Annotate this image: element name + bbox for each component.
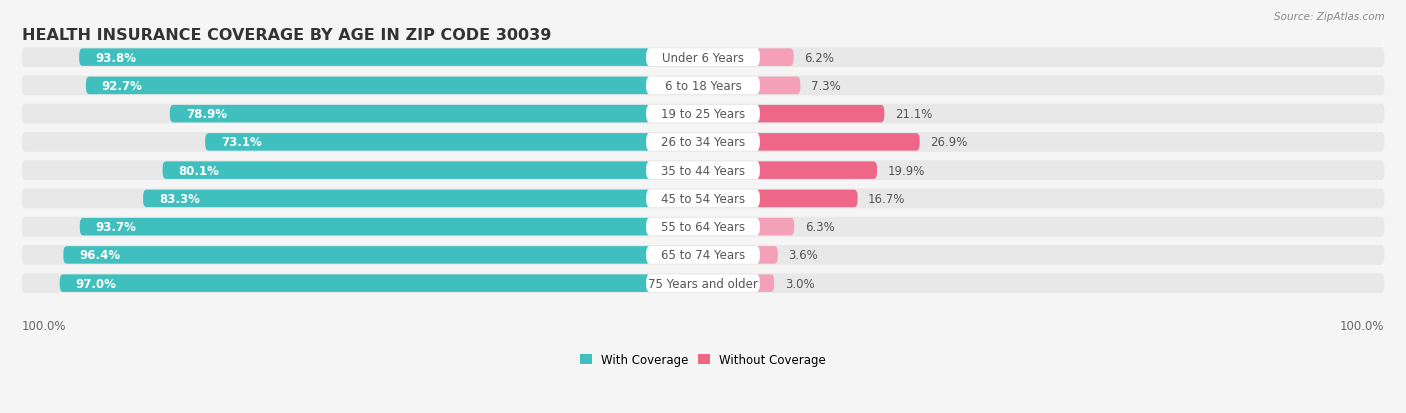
FancyBboxPatch shape [756, 247, 778, 264]
Text: 6.3%: 6.3% [804, 221, 835, 234]
FancyBboxPatch shape [21, 48, 1385, 68]
FancyBboxPatch shape [21, 273, 1385, 293]
FancyBboxPatch shape [756, 49, 793, 67]
FancyBboxPatch shape [647, 275, 759, 292]
FancyBboxPatch shape [647, 78, 759, 95]
FancyBboxPatch shape [756, 162, 877, 180]
FancyBboxPatch shape [21, 104, 1385, 124]
FancyBboxPatch shape [647, 49, 759, 67]
Text: HEALTH INSURANCE COVERAGE BY AGE IN ZIP CODE 30039: HEALTH INSURANCE COVERAGE BY AGE IN ZIP … [21, 28, 551, 43]
FancyBboxPatch shape [143, 190, 650, 208]
Text: 100.0%: 100.0% [1340, 319, 1385, 332]
FancyBboxPatch shape [647, 134, 759, 151]
Text: 73.1%: 73.1% [221, 136, 262, 149]
Text: 92.7%: 92.7% [101, 80, 142, 93]
Text: 93.8%: 93.8% [96, 52, 136, 64]
FancyBboxPatch shape [21, 76, 1385, 96]
Text: 6.2%: 6.2% [804, 52, 834, 64]
Text: 6 to 18 Years: 6 to 18 Years [665, 80, 741, 93]
FancyBboxPatch shape [79, 49, 650, 67]
Text: 55 to 64 Years: 55 to 64 Years [661, 221, 745, 234]
FancyBboxPatch shape [21, 217, 1385, 237]
Text: 45 to 54 Years: 45 to 54 Years [661, 192, 745, 205]
FancyBboxPatch shape [86, 78, 650, 95]
Text: 35 to 44 Years: 35 to 44 Years [661, 164, 745, 177]
Legend: With Coverage, Without Coverage: With Coverage, Without Coverage [575, 349, 831, 371]
Text: 93.7%: 93.7% [96, 221, 136, 234]
Text: 65 to 74 Years: 65 to 74 Years [661, 249, 745, 262]
Text: 80.1%: 80.1% [179, 164, 219, 177]
Text: 83.3%: 83.3% [159, 192, 200, 205]
Text: 26.9%: 26.9% [931, 136, 967, 149]
Text: 3.6%: 3.6% [789, 249, 818, 262]
Text: 7.3%: 7.3% [811, 80, 841, 93]
FancyBboxPatch shape [647, 218, 759, 236]
Text: Under 6 Years: Under 6 Years [662, 52, 744, 64]
Text: 75 Years and older: 75 Years and older [648, 277, 758, 290]
FancyBboxPatch shape [80, 218, 650, 236]
Text: 96.4%: 96.4% [79, 249, 121, 262]
Text: 97.0%: 97.0% [76, 277, 117, 290]
FancyBboxPatch shape [21, 133, 1385, 152]
Text: 19.9%: 19.9% [887, 164, 925, 177]
Text: 3.0%: 3.0% [785, 277, 814, 290]
FancyBboxPatch shape [59, 275, 650, 292]
Text: 26 to 34 Years: 26 to 34 Years [661, 136, 745, 149]
Text: 78.9%: 78.9% [186, 108, 226, 121]
FancyBboxPatch shape [647, 247, 759, 264]
FancyBboxPatch shape [21, 245, 1385, 265]
Text: 16.7%: 16.7% [868, 192, 905, 205]
Text: Source: ZipAtlas.com: Source: ZipAtlas.com [1274, 12, 1385, 22]
FancyBboxPatch shape [756, 134, 920, 151]
Text: 19 to 25 Years: 19 to 25 Years [661, 108, 745, 121]
FancyBboxPatch shape [647, 162, 759, 180]
FancyBboxPatch shape [170, 106, 650, 123]
FancyBboxPatch shape [205, 134, 650, 151]
FancyBboxPatch shape [647, 106, 759, 123]
FancyBboxPatch shape [756, 190, 858, 208]
FancyBboxPatch shape [756, 275, 775, 292]
FancyBboxPatch shape [756, 106, 884, 123]
FancyBboxPatch shape [647, 190, 759, 208]
FancyBboxPatch shape [756, 218, 794, 236]
FancyBboxPatch shape [63, 247, 650, 264]
Text: 100.0%: 100.0% [21, 319, 66, 332]
FancyBboxPatch shape [756, 78, 800, 95]
Text: 21.1%: 21.1% [896, 108, 932, 121]
FancyBboxPatch shape [21, 161, 1385, 180]
FancyBboxPatch shape [21, 189, 1385, 209]
FancyBboxPatch shape [163, 162, 650, 180]
